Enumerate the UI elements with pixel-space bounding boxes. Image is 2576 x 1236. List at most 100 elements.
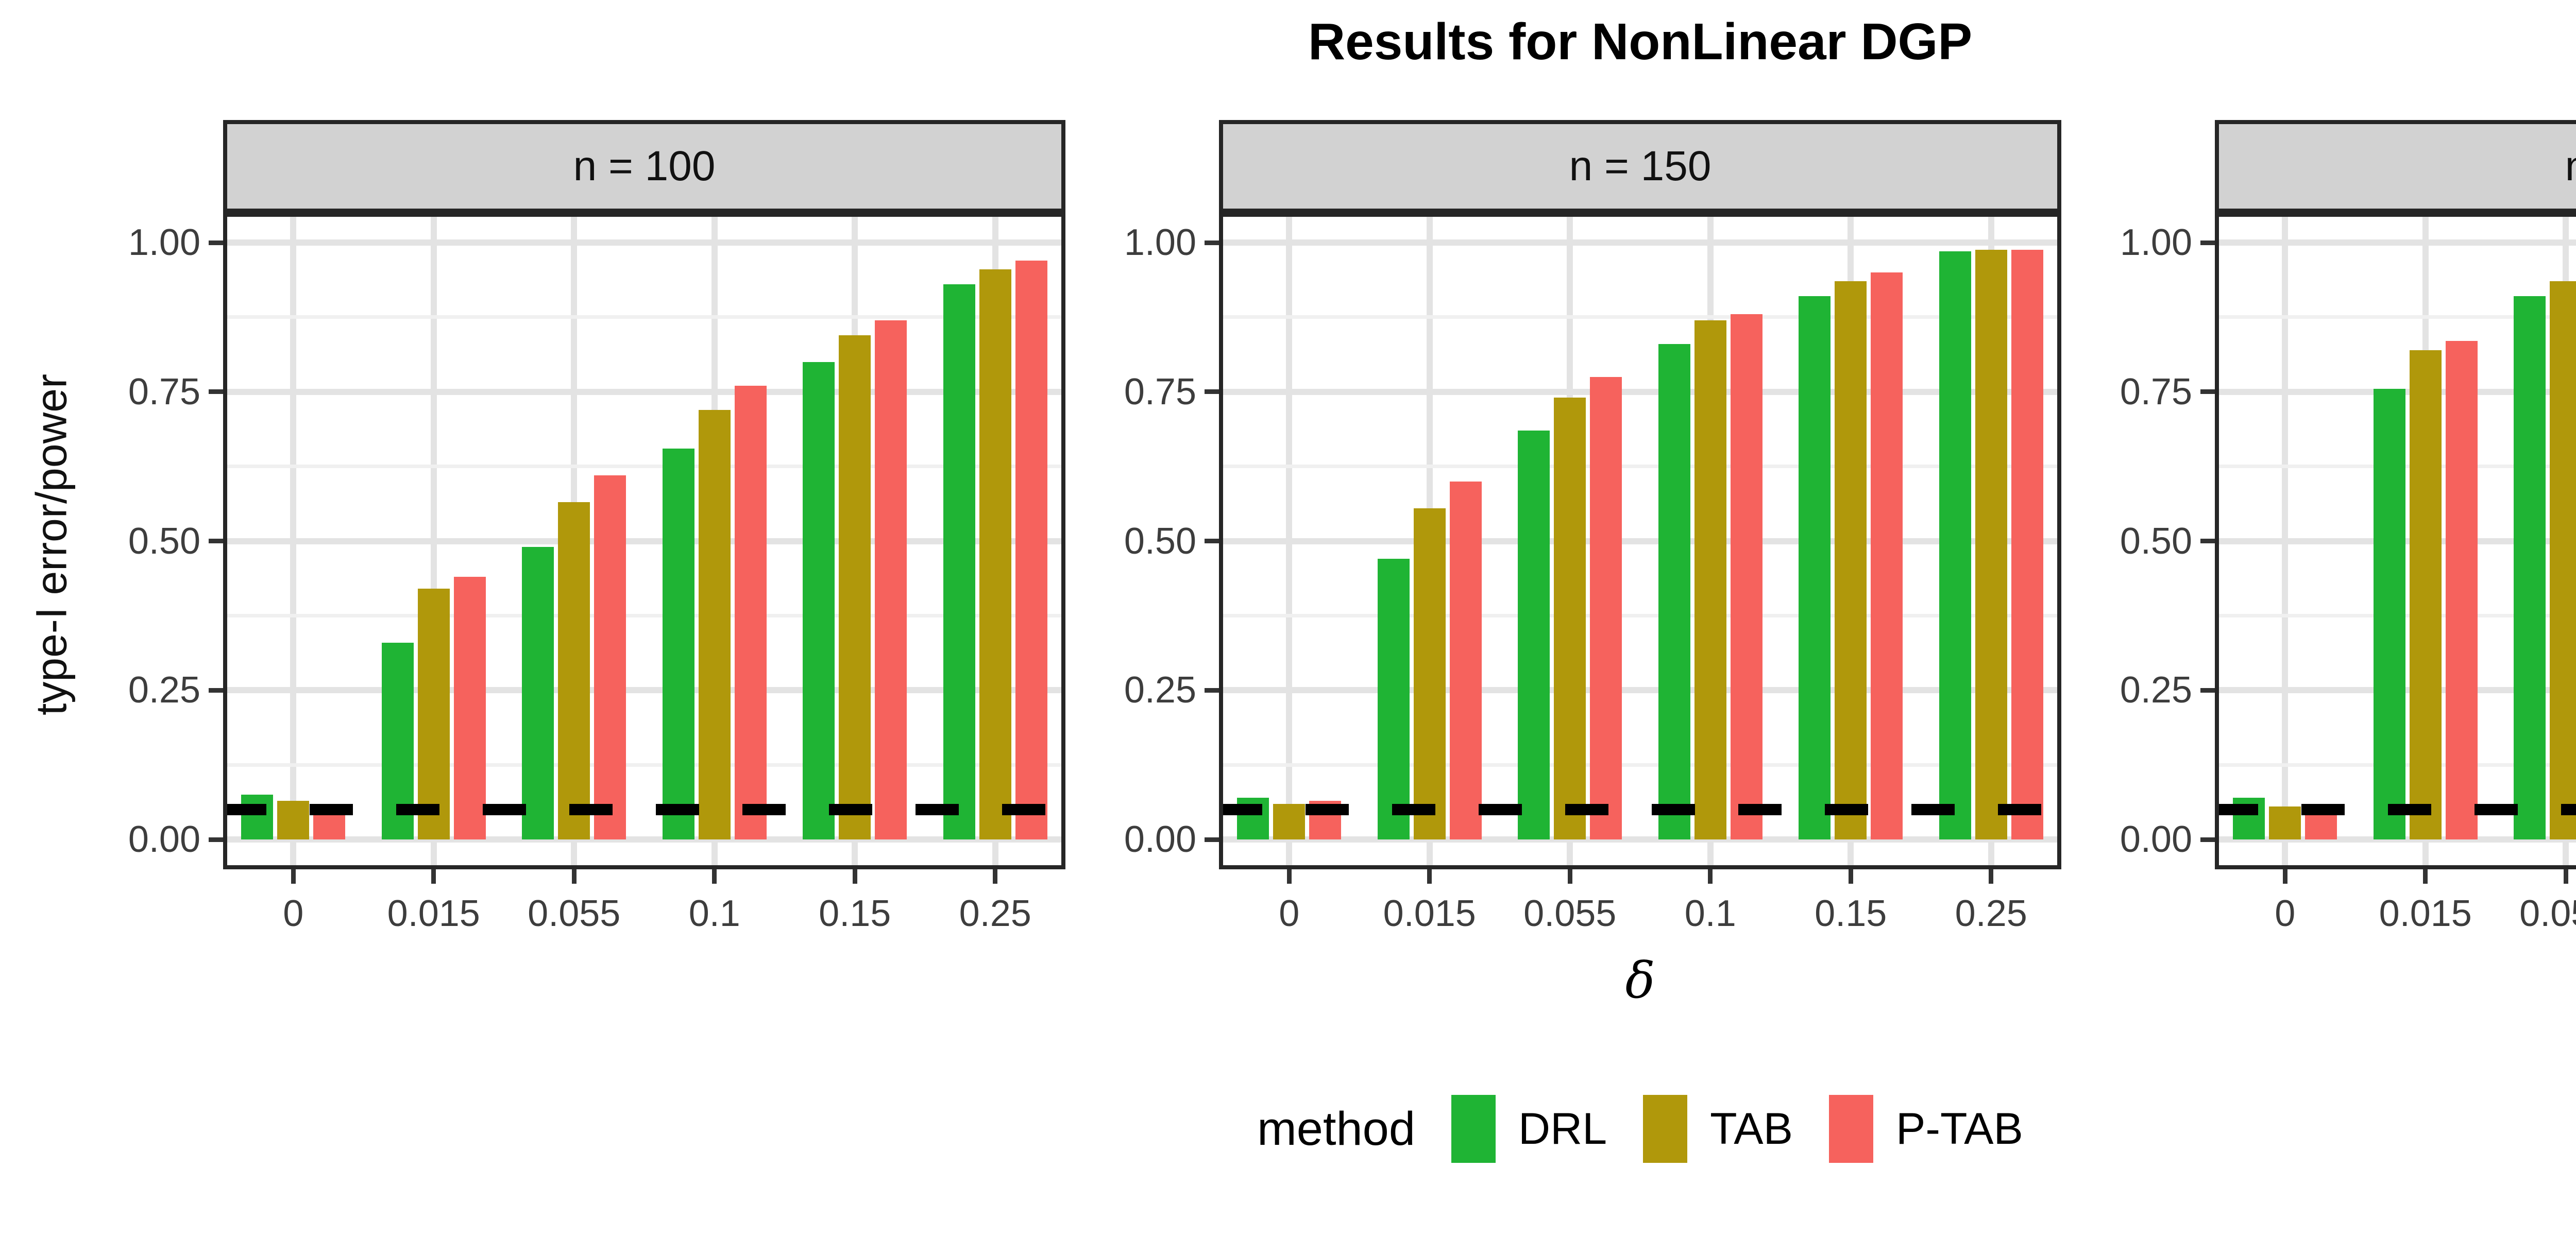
gridline-y-major xyxy=(2215,836,2576,843)
chart-title: Results for NonLinear DGP xyxy=(1308,13,1973,71)
y-tick-label: 0.00 xyxy=(2120,819,2192,860)
bar-TAB-0.015 xyxy=(2409,350,2442,840)
bar-TAB-0.055 xyxy=(1554,398,1586,839)
gridline-y-minor xyxy=(223,613,1065,617)
facet-panel xyxy=(1219,213,2061,869)
reference-line xyxy=(2215,804,2576,816)
legend-entry-tab: TAB xyxy=(1643,1095,1793,1163)
x-tick xyxy=(1567,869,1572,884)
bar-TAB-0.15 xyxy=(839,335,871,839)
gridline-y-major xyxy=(223,687,1065,694)
y-tick xyxy=(1205,837,1219,842)
bar-DRL-0.015 xyxy=(2373,388,2405,839)
y-tick xyxy=(209,688,223,693)
facet-panel xyxy=(223,213,1065,869)
gridline-y-minor xyxy=(223,763,1065,767)
y-tick xyxy=(2200,539,2215,543)
gridline-y-major xyxy=(1219,836,2061,843)
y-tick xyxy=(2200,389,2215,394)
gridline-y-major xyxy=(223,239,1065,246)
gridline-y-major xyxy=(1219,239,2061,246)
gridline-y-minor xyxy=(223,465,1065,469)
x-tick-label: 0.055 xyxy=(2519,893,2576,934)
bar-TAB-0.1 xyxy=(698,409,731,839)
x-tick-label: 0.15 xyxy=(1815,893,1887,934)
x-tick-label: 0 xyxy=(2275,893,2296,934)
y-tick xyxy=(2200,837,2215,842)
bar-P-TAB-0.25 xyxy=(1015,260,1047,839)
y-tick xyxy=(1205,240,1219,245)
gridline-y-major xyxy=(223,538,1065,544)
bar-TAB-0.25 xyxy=(979,269,1011,839)
bar-P-TAB-0.15 xyxy=(875,320,907,839)
y-tick-label: 0.00 xyxy=(1124,819,1196,860)
facet-strip: n = 100 xyxy=(223,120,1065,213)
facet-strip-label: n = 300 xyxy=(2565,142,2576,191)
bar-TAB-0.055 xyxy=(2550,281,2576,840)
y-tick xyxy=(2200,688,2215,693)
gridline-y-major xyxy=(1219,687,2061,694)
x-tick-label: 0.15 xyxy=(819,893,891,934)
x-tick xyxy=(291,869,296,884)
x-tick xyxy=(2563,869,2568,884)
legend-entry-label: DRL xyxy=(1518,1104,1607,1154)
x-tick-label: 0.1 xyxy=(1684,893,1736,934)
x-axis-title: δ xyxy=(1625,952,1655,1009)
gridline-y-minor xyxy=(2215,315,2576,319)
bar-DRL-0.055 xyxy=(522,547,554,840)
y-tick-label: 0.50 xyxy=(128,520,200,562)
y-tick-label: 0.25 xyxy=(128,670,200,711)
x-tick-label: 0.015 xyxy=(387,893,480,934)
x-tick xyxy=(1848,869,1853,884)
y-tick-label: 0.25 xyxy=(2120,670,2192,711)
bar-DRL-0.25 xyxy=(943,284,975,840)
x-tick-label: 0 xyxy=(1279,893,1300,934)
y-tick-label: 0.25 xyxy=(1124,670,1196,711)
x-tick-label: 0.25 xyxy=(1955,893,2027,934)
bar-TAB-0.1 xyxy=(1694,320,1726,839)
bar-TAB-0.015 xyxy=(417,589,450,839)
x-tick xyxy=(431,869,436,884)
bar-P-TAB-0.25 xyxy=(2011,249,2043,840)
bar-P-TAB-0.15 xyxy=(1871,272,1903,839)
y-tick-label: 1.00 xyxy=(128,222,200,263)
x-tick xyxy=(2423,869,2428,884)
bar-DRL-0.1 xyxy=(662,448,694,839)
y-tick xyxy=(209,240,223,245)
y-tick xyxy=(209,837,223,842)
legend: method DRL TAB P-TAB xyxy=(223,1095,2576,1163)
legend-entry-label: P-TAB xyxy=(1895,1104,2023,1154)
bar-TAB-0.015 xyxy=(1413,508,1446,840)
bar-DRL-0.015 xyxy=(1377,559,1410,840)
y-tick-label: 0.50 xyxy=(2120,520,2192,562)
bar-P-TAB-0.015 xyxy=(453,577,486,839)
bar-DRL-0.1 xyxy=(1658,344,1690,839)
bar-P-TAB-0.1 xyxy=(1730,314,1762,839)
y-tick-label: 0.00 xyxy=(128,819,200,860)
bar-DRL-0.055 xyxy=(1518,431,1550,840)
x-tick xyxy=(571,869,577,884)
legend-entry-p-tab: P-TAB xyxy=(1828,1095,2023,1163)
gridline-y-major xyxy=(2215,239,2576,246)
gridline-y-minor xyxy=(1219,315,2061,319)
bar-DRL-0.25 xyxy=(1939,251,1971,839)
legend-key-swatch xyxy=(1643,1095,1688,1163)
y-tick xyxy=(209,539,223,543)
x-tick-label: 0.1 xyxy=(688,893,740,934)
x-tick-label: 0.015 xyxy=(1383,893,1476,934)
y-tick xyxy=(1205,539,1219,543)
gridline-y-minor xyxy=(1219,613,2061,617)
x-tick xyxy=(1989,869,1994,884)
gridline-y-major xyxy=(223,388,1065,395)
x-tick xyxy=(993,869,998,884)
facet-strip-label: n = 100 xyxy=(573,143,716,190)
x-tick xyxy=(2282,869,2287,884)
bar-P-TAB-0.1 xyxy=(734,386,767,839)
x-tick-label: 0.055 xyxy=(1523,893,1617,934)
gridline-y-major xyxy=(1219,388,2061,395)
bar-DRL-0.15 xyxy=(1799,296,1831,840)
x-tick-label: 0.25 xyxy=(959,893,1031,934)
x-tick xyxy=(712,869,717,884)
bar-P-TAB-0.055 xyxy=(1590,376,1622,840)
